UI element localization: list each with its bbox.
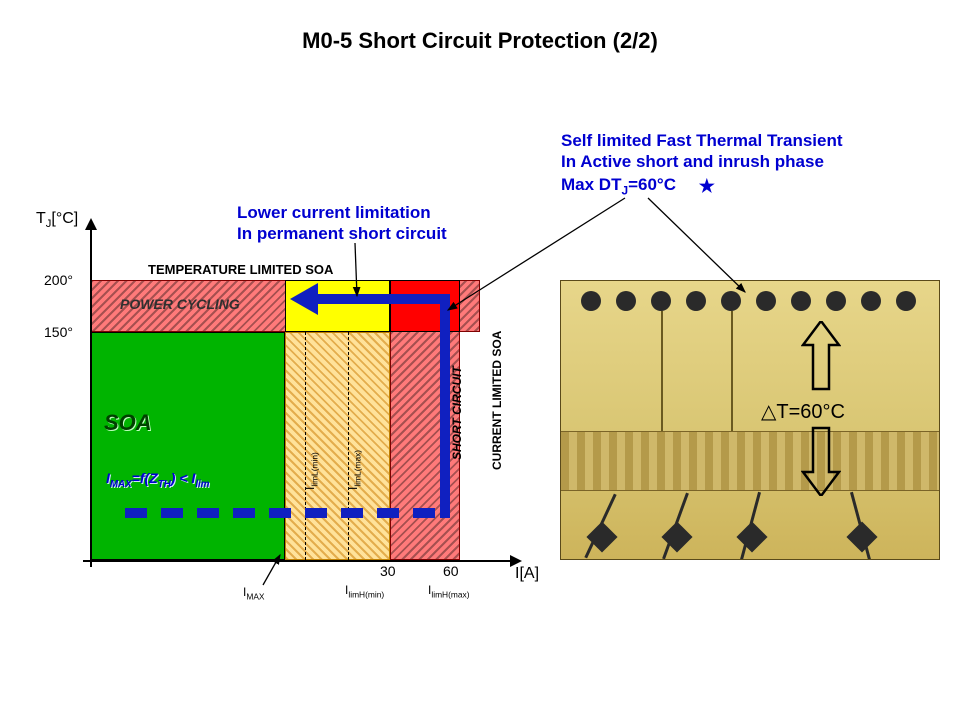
- x-axis-label: I[A]: [515, 565, 539, 583]
- y-tick-150: 150°: [44, 324, 73, 340]
- region-orange-hatch: [285, 332, 390, 560]
- dashed-ilimLmin: [305, 332, 306, 560]
- die-pad: [896, 291, 916, 311]
- soa-text: SOA: [104, 410, 152, 436]
- short-circuit-label: SHORT CIRCUIT: [450, 366, 464, 460]
- y-axis-unit: [°C]: [51, 210, 78, 227]
- die-pad: [651, 291, 671, 311]
- die-micrograph: △T=60°C: [560, 280, 940, 560]
- power-cycling-label: POWER CYCLING: [120, 296, 240, 312]
- die-pad: [791, 291, 811, 311]
- blue-path-vertical: [440, 294, 450, 518]
- label-ilimHmin: IlimH(min): [345, 583, 384, 599]
- annotation-self-limited: Self limited Fast Thermal Transient In A…: [561, 130, 960, 198]
- blue-path-top: [315, 294, 450, 304]
- dt-label: △T=60°C: [761, 399, 845, 424]
- die-pad: [721, 291, 741, 311]
- y-tick-200: 200°: [44, 272, 73, 288]
- imax-formula: IMAX=f(ZTH) < Ilim: [106, 470, 209, 490]
- arrow-up-icon: [801, 321, 841, 391]
- annotation-lower-current-line1: Lower current limitation: [237, 203, 431, 222]
- y-axis: [90, 225, 92, 567]
- label-imax: IMAX: [243, 585, 265, 601]
- x-tick-30: 30: [380, 563, 396, 579]
- dashed-ilimLmax: [348, 332, 349, 560]
- label-ilimHmax: IlimH(max): [428, 583, 470, 599]
- x-axis: [83, 560, 513, 562]
- die-pad: [826, 291, 846, 311]
- annotation-lower-current-line2: In permanent short circuit: [237, 224, 447, 243]
- label-ilimLmax: IlimL(max): [346, 450, 362, 490]
- annotation-dtj-val: =60°C: [628, 175, 676, 194]
- annotation-lower-current: Lower current limitation In permanent sh…: [237, 202, 577, 245]
- die-wire: [731, 311, 733, 431]
- blue-path-horizontal: [125, 508, 450, 518]
- die-wire: [661, 311, 663, 431]
- blue-arrowhead-icon: [290, 283, 318, 315]
- region-soa-green: [90, 332, 285, 560]
- die-circuit-band: [561, 431, 939, 491]
- annotation-self-limited-line3: Max DTJ=60°C: [561, 175, 681, 194]
- soa-chart: SOA IMAX=f(ZTH) < Ilim POWER CYCLING Ili…: [90, 280, 480, 560]
- temp-limited-label: TEMPERATURE LIMITED SOA: [148, 262, 333, 277]
- page-title: M0-5 Short Circuit Protection (2/2): [0, 28, 960, 54]
- die-pad: [581, 291, 601, 311]
- x-tick-60: 60: [443, 563, 459, 579]
- die-pad: [861, 291, 881, 311]
- die-pad: [756, 291, 776, 311]
- annotation-self-limited-line1: Self limited Fast Thermal Transient: [561, 131, 843, 150]
- label-ilimLmin: IlimL(min): [303, 452, 319, 490]
- current-limited-label: CURRENT LIMITED SOA: [490, 331, 504, 470]
- y-axis-arrowhead: [85, 218, 97, 230]
- annotation-self-limited-line2: In Active short and inrush phase: [561, 152, 824, 171]
- die-pad: [686, 291, 706, 311]
- star-icon: ★: [699, 176, 715, 196]
- die-pad: [616, 291, 636, 311]
- arrow-down-icon: [801, 426, 841, 496]
- y-axis-label: TJ[°C]: [36, 210, 78, 230]
